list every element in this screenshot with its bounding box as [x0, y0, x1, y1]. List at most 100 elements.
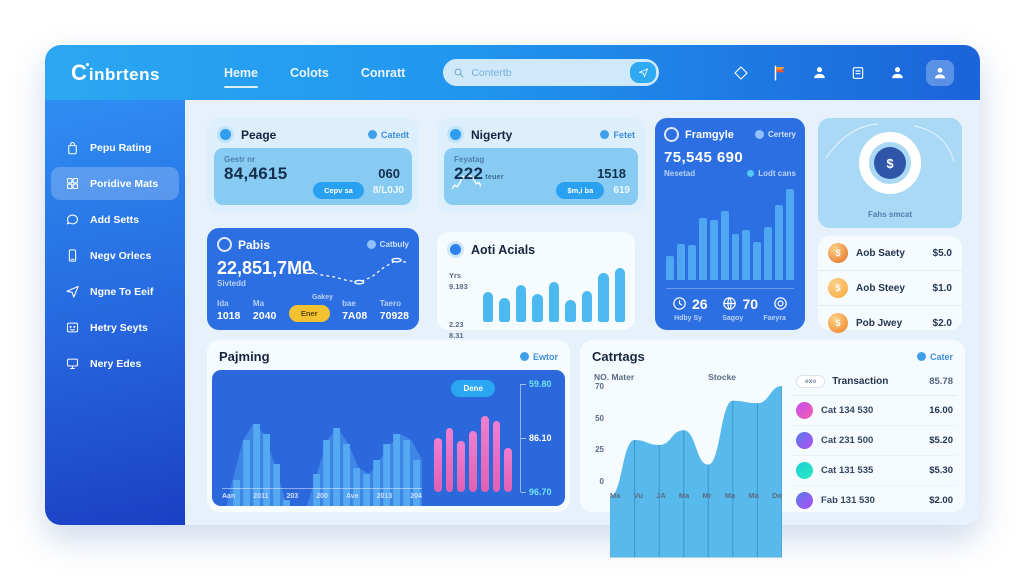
catrtags-y-labels: 70 50 25 0 — [590, 382, 604, 486]
framgyle-bar — [687, 245, 696, 280]
sidebar-item-hetry-seyts[interactable]: Hetry Seyts — [51, 311, 179, 344]
framgyle-bar — [742, 230, 751, 280]
coin-icon: $ — [828, 243, 848, 263]
donut-ring: $ — [859, 132, 921, 194]
framgyle-stat — [772, 295, 789, 312]
table-row[interactable]: Cat 134 530 16.00 — [792, 396, 957, 426]
aoti-bar — [565, 300, 576, 322]
catrtags-section: Catrtags Cater NO. Mater Stocke 70 50 25 0 … — [580, 340, 965, 558]
pajming-action-link[interactable]: Ewtor — [519, 352, 558, 362]
nav-link-colots[interactable]: Colots — [290, 65, 329, 80]
payee-row[interactable]: $ Aob Steey $1.0 — [818, 271, 962, 306]
aoti-axis-label: 8.31 — [449, 330, 464, 340]
coin-icon: $ — [828, 313, 848, 333]
pabis-note: Gakey — [311, 294, 333, 301]
avatar-button[interactable] — [926, 59, 954, 86]
catrtags-x-labels: Ma Vu JA Ma Mr Ma Ma Do — [610, 491, 782, 500]
pajming-x-label: Ave — [345, 493, 359, 500]
peage-card-icon — [217, 126, 234, 143]
sidebar-item-nery-edes[interactable]: Nery Edes — [51, 347, 179, 380]
aoti-bar-chart — [483, 268, 625, 322]
pajming-pink-bar — [492, 421, 501, 492]
pajming-x-label: 200 — [316, 493, 328, 500]
user-button[interactable] — [809, 63, 829, 83]
nigerty-action-link[interactable]: Fetet — [600, 130, 635, 140]
aoti-card-icon — [447, 241, 464, 258]
sidebar-item-pepu-rating[interactable]: Pepu Rating — [51, 131, 179, 164]
pabis-action-link[interactable]: Catbuly — [366, 240, 409, 249]
category-icon — [796, 462, 813, 479]
sidebar-item-negv-orlecs[interactable]: Negv Orlecs — [51, 239, 179, 272]
sidebar: Pepu Rating Poridive Mats Add Setts Negv Or… — [45, 100, 185, 525]
catrtags-x-label: Vu — [633, 491, 643, 500]
pabis-label: Sivtedd — [217, 279, 246, 288]
table-header-value: 85.78 — [929, 376, 953, 387]
framgyle-bar — [666, 256, 674, 280]
pabis-pill-button[interactable]: Ener — [288, 305, 330, 322]
search-input[interactable] — [471, 66, 631, 79]
app-logo[interactable]: C inbrtens — [71, 60, 160, 86]
nigerty-button[interactable]: $m,i ba — [556, 182, 605, 199]
payee-row[interactable]: $ Pob Jwey $2.0 — [818, 306, 962, 340]
table-row[interactable]: Fab 131 530 $2.00 — [792, 486, 957, 515]
framgyle-stat: 26 — [671, 295, 708, 312]
category-icon — [796, 402, 813, 419]
payee-amount: $2.0 — [932, 317, 952, 329]
search-bar[interactable] — [443, 59, 660, 86]
peage-secondary-value: 060 — [378, 166, 400, 181]
pajming-y-label: 86.10 — [521, 433, 552, 443]
framgyle-value: 75,545 690 — [664, 149, 744, 166]
nav-link-conratt[interactable]: Conratt — [360, 65, 406, 80]
export-icon — [367, 130, 377, 139]
catrtags-action-link[interactable]: Cater — [916, 352, 953, 362]
pabis-stat-value: 2040 — [252, 310, 277, 322]
table-row-value: $5.20 — [929, 435, 953, 446]
framgyle-action-link[interactable]: Certery — [754, 130, 796, 139]
search-go-button[interactable] — [630, 62, 657, 83]
pabis-stat-label: bae — [342, 299, 356, 308]
aoti-bar — [532, 293, 543, 322]
pajming-y-label: 59.80 — [521, 379, 552, 389]
nav-link-heme[interactable]: Heme — [222, 60, 260, 88]
nigerty-footer-value: 619 — [613, 185, 630, 196]
table-header-pill: exo — [796, 375, 826, 388]
pabis-stat: Ida 1018 — [217, 299, 240, 322]
catrtags-x-label: Ma — [678, 491, 690, 500]
monitor-icon — [66, 358, 79, 370]
user-button[interactable] — [887, 63, 907, 83]
peage-button[interactable]: Cepv sa — [313, 182, 364, 199]
pabis-stat-value: 1018 — [217, 310, 241, 322]
payee-row[interactable]: $ Aob Saety $5.0 — [818, 236, 962, 271]
diamond-button[interactable] — [731, 63, 751, 83]
framgyle-stat-value: 70 — [742, 295, 759, 312]
table-row[interactable]: Cat 131 535 $5.30 — [792, 456, 957, 486]
sidebar-item-poridive-mats[interactable]: Poridive Mats — [51, 167, 179, 200]
file-button[interactable] — [848, 63, 868, 83]
pajming-x-label: 203 — [286, 493, 299, 500]
pajming-section: Pajming Ewtor Aan 2011 203 200 Ave 2013 204 De… — [207, 340, 570, 512]
sidebar-item-add-setts[interactable]: Add Setts — [51, 203, 179, 236]
legend-dot — [747, 170, 755, 177]
flag-button[interactable] — [770, 63, 790, 83]
pabis-stat: Ma 2040 — [253, 299, 276, 322]
peage-content: Gestr nr 84,4615 060 Cepv sa 8/L0J0 — [214, 148, 412, 205]
pajming-x-label: 2011 — [253, 493, 269, 500]
bag-icon — [68, 141, 77, 155]
pabis-stats: Ida 1018 Ma 2040 Ener bae 7A08 Taero 70928 — [217, 299, 409, 322]
card-icon — [66, 322, 79, 333]
aoti-axis-label: 9.183 — [449, 282, 468, 292]
framgyle-bar — [786, 188, 795, 280]
sidebar-item-ngne-to-eeif[interactable]: Ngne To Eeif — [51, 275, 179, 308]
peage-value: 84,4615 — [224, 164, 288, 183]
framgyle-card: Framgyle Certery 75,545 690 Nesetad Lodt… — [655, 118, 805, 330]
sidebar-item-label: Hetry Seyts — [90, 321, 148, 334]
table-row[interactable]: Cat 231 500 $5.20 — [792, 426, 957, 456]
diamond-icon — [734, 65, 748, 80]
pajming-y-label: 96.70 — [521, 487, 552, 497]
user-icon — [891, 67, 903, 79]
table-row-name: Cat 131 535 — [821, 465, 874, 476]
catrtags-x-label: Ma — [724, 491, 736, 500]
pajming-pink-bar — [445, 428, 454, 492]
peage-action-link[interactable]: Catedt — [367, 130, 409, 140]
chat-icon — [66, 214, 79, 225]
